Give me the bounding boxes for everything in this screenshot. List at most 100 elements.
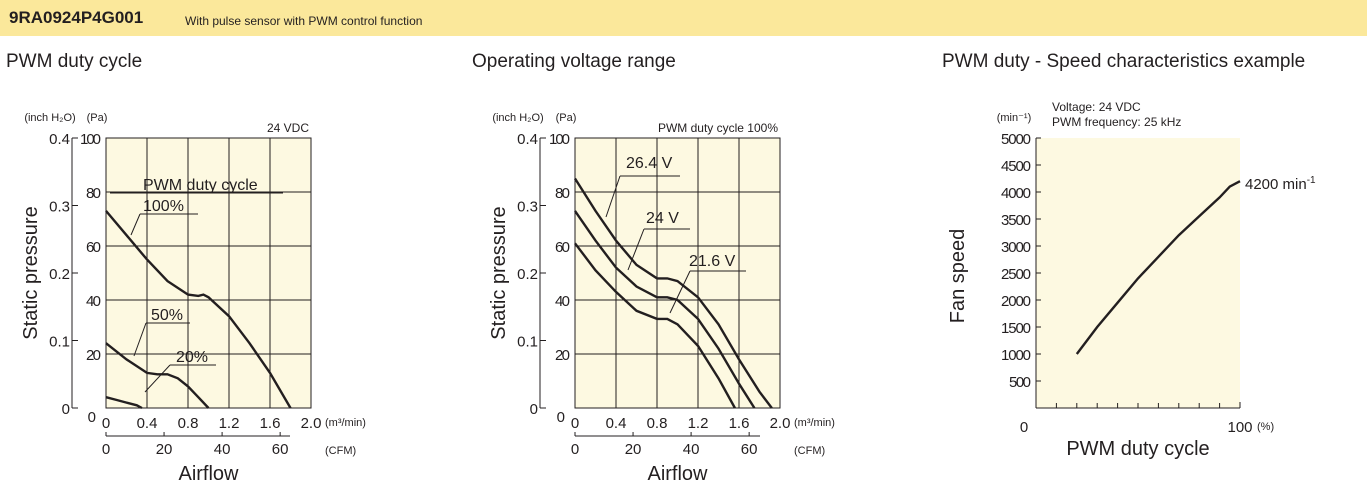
c1-y2-tick-2: 0.2 [49, 266, 70, 283]
c1-x-tick-0: 0.4 [137, 415, 158, 432]
c1-series-line-1 [105, 342, 210, 409]
c1-series-label-2: 20% [176, 349, 208, 366]
model-banner: 9RA0924P4G001 With pulse sensor with PWM… [0, 0, 1367, 36]
c1-series-line-2 [105, 396, 143, 410]
c3-y-tick-0: 500 [1009, 374, 1031, 391]
c1-y-tick-0: 20 [86, 347, 101, 364]
c2-x-axis-title: Airflow [647, 463, 708, 485]
c1-series-leader-2 [144, 364, 171, 393]
c2-x2-tick-0: 0 [571, 441, 579, 458]
c1-y-tick-origin: 0 [88, 409, 96, 426]
c1-y2-tick-1: 0.1 [49, 334, 70, 351]
c1-x-tick-1: 0.8 [178, 415, 199, 432]
c1-plot-area [105, 137, 312, 409]
c2-plot-area [574, 137, 781, 409]
c3-y-tick-9: 5000 [1001, 131, 1031, 148]
c1-series-leader-1 [133, 322, 147, 357]
c3-y-tick-6: 3500 [1001, 212, 1031, 229]
c3-y-tick-3: 2000 [1001, 293, 1031, 310]
c3-x-tick-1: 100 [1227, 419, 1252, 436]
c3-end-label: 4200 min-1 [1245, 175, 1316, 193]
c3-y-tick-4: 2500 [1001, 266, 1031, 283]
c2-y2-tick-1: 0.1 [517, 334, 538, 351]
c3-y-tick-2: 1500 [1001, 320, 1031, 337]
c2-condition-note: PWM duty cycle 100% [658, 121, 778, 135]
c2-x2-tick-3: 60 [741, 441, 758, 458]
c2-y-tick-1: 40 [555, 293, 570, 310]
c2-series-line-1 [574, 210, 756, 409]
c1-y-axis-title: Static pressure [20, 206, 42, 339]
c2-y2-tick-0: 0 [530, 401, 538, 418]
c2-series-leader-1 [627, 228, 645, 271]
c2-y2-unit: (inch H₂O) [492, 112, 543, 124]
c1-x2-unit: (CFM) [325, 445, 356, 457]
c1-x2-tick-3: 60 [272, 441, 289, 458]
c2-x-tick-4: 2.0 [770, 415, 791, 432]
c2-series-label-0: 26.4 V [626, 155, 673, 172]
c2-series-leader-2 [669, 270, 691, 314]
c1-y2-unit: (inch H₂O) [24, 112, 75, 124]
c3-end-label-superscript: -1 [1307, 175, 1316, 186]
c1-legend-title: PWM duty cycle [143, 177, 258, 194]
c1-x-axis-title: Airflow [178, 463, 239, 485]
model-number: 9RA0924P4G001 [9, 8, 144, 27]
c1-x-tick-origin: 0 [102, 415, 110, 432]
c1-y2-tick-4: 0.4 [49, 131, 70, 148]
c2-y-tick-0: 20 [555, 347, 570, 364]
c1-y-tick-2: 60 [86, 239, 101, 256]
c1-y-tick-3: 80 [86, 185, 101, 202]
c3-series-line-0 [1075, 180, 1241, 355]
c3-x-axis-title: PWM duty cycle [1066, 438, 1209, 460]
c1-x2-tick-0: 0 [102, 441, 110, 458]
c3-y-axis-title: Fan speed [947, 229, 969, 324]
c3-x-unit: (%) [1257, 421, 1274, 433]
c2-series-line-0 [573, 177, 773, 409]
c3-condition-1: PWM frequency: 25 kHz [1052, 115, 1181, 129]
c3-y-tick-8: 4500 [1001, 158, 1031, 175]
c2-y-tick-origin: 0 [557, 409, 565, 426]
c1-y2-tick-3: 0.3 [49, 199, 70, 216]
c2-series-line-2 [574, 242, 736, 409]
c1-x2-tick-1: 20 [156, 441, 173, 458]
model-description: With pulse sensor with PWM control funct… [185, 14, 423, 28]
c2-x-tick-1: 0.8 [647, 415, 668, 432]
c1-y-tick-4: 100 [80, 131, 101, 148]
c1-series-label-0: 100% [143, 198, 184, 215]
c2-x2-unit: (CFM) [794, 445, 825, 457]
c2-series-label-1: 24 V [646, 210, 679, 227]
c1-y-tick-1: 40 [86, 293, 101, 310]
c2-y-tick-3: 80 [555, 185, 570, 202]
c1-x-unit: (m³/min) [325, 417, 366, 429]
c2-y2-tick-4: 0.4 [517, 131, 538, 148]
c1-series-label-1: 50% [151, 307, 183, 324]
c3-y-tick-5: 3000 [1001, 239, 1031, 256]
c3-y-tick-1: 1000 [1001, 347, 1031, 364]
c1-y2-tick-0: 0 [62, 401, 70, 418]
chart-title-operating-voltage: Operating voltage range [472, 51, 676, 72]
c3-condition-0: Voltage: 24 VDC [1052, 100, 1141, 114]
c1-condition-note: 24 VDC [267, 121, 309, 135]
c3-end-label-value: 4200 min [1245, 176, 1307, 193]
c2-x-unit: (m³/min) [794, 417, 835, 429]
c2-x-tick-origin: 0 [571, 415, 579, 432]
c2-y2-tick-2: 0.2 [517, 266, 538, 283]
c2-y-tick-4: 100 [549, 131, 570, 148]
c2-x2-tick-1: 20 [625, 441, 642, 458]
c2-x2-tick-2: 40 [683, 441, 700, 458]
c3-x-tick-0: 0 [1020, 419, 1028, 436]
c2-series-leader-0 [605, 175, 621, 218]
c2-y-axis-title: Static pressure [488, 206, 510, 339]
chart-title-speed-characteristics: PWM duty - Speed characteristics example [942, 51, 1306, 72]
c1-x-tick-2: 1.2 [219, 415, 240, 432]
c1-x-tick-4: 2.0 [301, 415, 322, 432]
c3-plot-area [1036, 138, 1240, 408]
c2-y-unit: (Pa) [556, 112, 577, 124]
c2-x-tick-2: 1.2 [688, 415, 709, 432]
c2-y-tick-2: 60 [555, 239, 570, 256]
c1-x2-tick-2: 40 [214, 441, 231, 458]
c3-y-tick-7: 4000 [1001, 185, 1031, 202]
c3-y-unit: (min⁻¹) [997, 112, 1032, 124]
c1-series-line-0 [105, 210, 292, 409]
c1-x-tick-3: 1.6 [260, 415, 281, 432]
